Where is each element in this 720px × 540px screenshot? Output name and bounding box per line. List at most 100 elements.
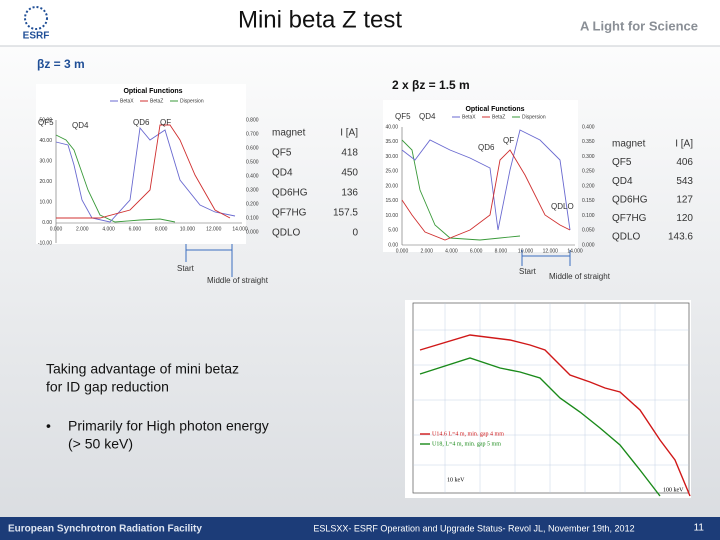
tagline: A Light for Science [580,18,698,33]
plot-frame [412,302,690,494]
body-text: for ID gap reduction [46,379,169,395]
table-cell: 157.5 [333,208,358,219]
magnet-label: QF5 [395,112,411,121]
magnet-label: QD4 [72,121,89,130]
y-tick-label: 40.00 [39,138,52,144]
x-tick-label: 6.000 [129,226,142,232]
page-number: 11 [694,523,705,534]
chart-title: Optical Functions [465,106,524,113]
magnet-label: QD6 [133,118,150,127]
magnet-label: QDLO [551,202,574,211]
table-cell: 136 [341,188,358,199]
table-cell: QDLO [612,232,641,243]
legend-entry: U14.6 L=4 m, min. gap 4 mm [432,431,504,437]
x-tick-label: 2.000 [420,248,433,254]
x-tick-label: 14.000 [232,226,248,232]
table-header: magnet [272,128,306,139]
x-tick-label: 12.000 [543,248,559,254]
legend-entry: Dispersion [522,114,546,120]
magnet-label: QF5 [38,118,54,127]
legend-entry: U18, L=4 m, min. gap 5 mm [432,441,501,447]
footer-left: European Synchrotron Radiation Facility [8,524,202,535]
y-tick-label: 0.00 [388,242,398,248]
table-cell: QF7HG [612,213,647,224]
y2-tick-label: 0.400 [582,124,595,130]
middle-label: Middle of straight [549,272,611,281]
y-tick-label: 35.00 [385,139,398,145]
y2-tick-label: 0.800 [246,117,259,123]
y2-tick-label: 0.300 [582,154,595,160]
curve [401,149,571,241]
curve [55,134,176,223]
magnet-label: QF [160,118,171,127]
x-tick-label: 0.000 [396,248,409,254]
y-tick-label: 25.00 [385,169,398,175]
curve [55,126,236,223]
x-tick-label: 2.000 [76,226,89,232]
y2-tick-label: 0.100 [582,213,595,219]
legend-entry: BetaZ [150,98,163,104]
y-tick-label: 0.00 [42,220,52,226]
y2-tick-label: 0.100 [246,215,259,221]
y2-tick-label: 0.600 [246,145,259,151]
footer-bar [0,517,720,540]
table-cell: QF5 [272,148,292,159]
start-label: Start [519,267,537,276]
table-cell: 418 [341,148,358,159]
table-header: I [A] [340,128,358,139]
header-bar [0,0,720,46]
y-tick-label: 50.00 [39,117,52,123]
x-tick-label: 6.000 [470,248,483,254]
legend-entry: Dispersion [180,98,204,104]
x-tick-label: 0.000 [50,226,63,232]
curve [401,129,571,231]
right-plot: Optical Functions [383,100,578,252]
legend-entry: BetaX [120,98,134,104]
energy-label: 100 keV [663,487,684,493]
y-tick-label: 40.00 [385,124,398,130]
table-header: I [A] [675,139,693,150]
body-text: Taking advantage of mini betaz [46,361,239,377]
x-tick-label: 12.000 [206,226,222,232]
curve [401,139,521,241]
curve [56,124,231,219]
bullet-text: Primarily for High photon energy [68,418,269,434]
table-cell: QF5 [612,157,632,168]
y-tick-label: 20.00 [39,179,52,185]
x-tick-label: 8.000 [495,248,508,254]
footer-center: ESLSXX- ESRF Operation and Upgrade Statu… [313,523,634,533]
plot-area [405,300,691,498]
x-tick-label: 4.000 [445,248,458,254]
y2-tick-label: 0.150 [582,198,595,204]
table-cell: QF7HG [272,208,307,219]
y2-tick-label: 0.300 [246,187,259,193]
y2-tick-label: 0.200 [582,183,595,189]
energy-label: 10 keV [447,477,465,483]
table-cell: QD4 [612,176,633,187]
logo: ESRF [23,31,50,42]
right-heading: 2 x βz = 1.5 m [392,78,470,92]
curve [419,334,691,497]
table-cell: 450 [341,168,358,179]
logo-mark [24,6,48,30]
table-cell: 543 [676,176,693,187]
chart-title: Optical Functions [123,88,182,95]
curve [419,357,661,497]
y-tick-label: 5.00 [388,228,398,234]
table-cell: 127 [676,194,693,205]
magnet-label: QF [503,136,514,145]
bullet-text: (> 50 keV) [68,436,133,452]
y2-tick-label: 0.000 [582,242,595,248]
table-cell: 406 [676,157,693,168]
legend-entry: BetaX [462,114,476,120]
start-label: Start [177,264,195,273]
y-tick-label: 10.00 [39,199,52,205]
x-tick-label: 10.000 [180,226,196,232]
table-cell: 143.6 [668,232,693,243]
y2-tick-label: 0.000 [246,229,259,235]
y-tick-label: 30.00 [385,154,398,160]
magnet-label: QD4 [419,112,436,121]
y2-tick-label: 0.350 [582,139,595,145]
x-tick-label: 14.000 [567,248,583,254]
